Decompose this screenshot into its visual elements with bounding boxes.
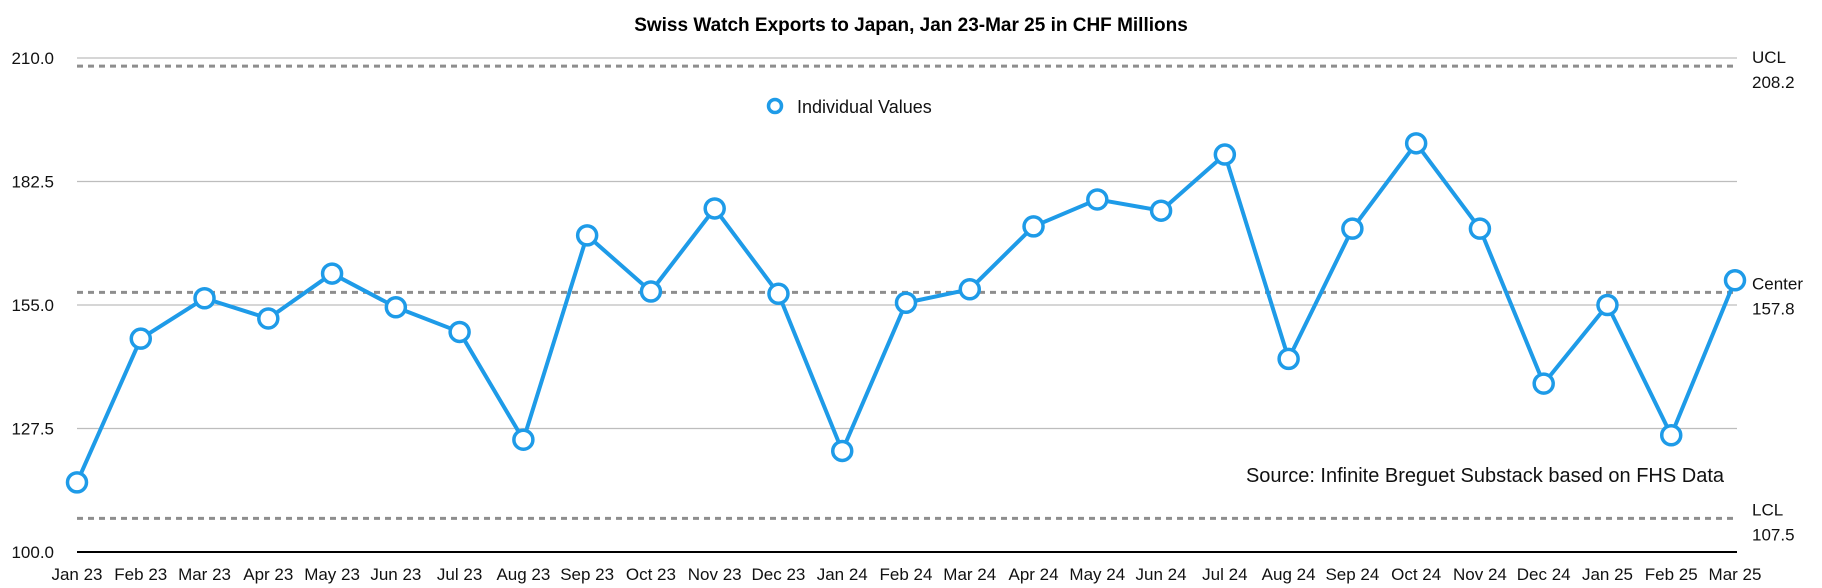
data-point [1404, 132, 1428, 155]
data-point [1341, 217, 1364, 240]
data-point [1022, 215, 1045, 238]
data-point [129, 327, 153, 350]
data-point [1468, 217, 1492, 240]
data-point [1659, 423, 1683, 447]
x-tick-label: Aug 23 [496, 565, 550, 584]
data-point [1277, 347, 1300, 371]
data-point [65, 471, 89, 494]
x-tick-label: Feb 24 [880, 565, 933, 584]
x-tick-label: Jan 25 [1582, 565, 1633, 584]
x-tick-label: Nov 23 [688, 565, 742, 584]
data-point [193, 287, 216, 310]
data-point [320, 262, 344, 285]
x-tick-label: May 24 [1069, 565, 1125, 584]
data-point [384, 295, 408, 319]
legend-label: Individual Values [797, 97, 932, 117]
x-tick-label: Jun 24 [1136, 565, 1187, 584]
x-tick-label: Sep 23 [560, 565, 614, 584]
x-tick-label: Jun 23 [370, 565, 421, 584]
data-point [1213, 143, 1237, 166]
x-tick-label: Mar 23 [178, 565, 231, 584]
data-point [512, 428, 535, 451]
data-point [1596, 293, 1619, 317]
control-line-value: 107.5 [1752, 525, 1795, 544]
data-point [1723, 269, 1747, 292]
data-point [1149, 199, 1173, 222]
y-tick-label: 210.0 [11, 49, 54, 68]
legend: Individual Values [766, 97, 932, 117]
control-line-value: 157.8 [1752, 299, 1795, 318]
data-point [448, 320, 471, 344]
x-tick-label: Feb 23 [114, 565, 167, 584]
x-tick-label: Oct 24 [1391, 565, 1441, 584]
control-line-label: Center [1752, 274, 1803, 293]
x-tick-label: Feb 25 [1645, 565, 1698, 584]
x-tick-label: Jan 23 [51, 565, 102, 584]
y-axis: 100.0 127.5 155.0 182.5 210.0 [11, 49, 54, 562]
source-annotation: Source: Infinite Breguet Substack based … [1246, 465, 1725, 487]
data-point [639, 280, 663, 303]
y-tick-label: 100.0 [11, 543, 54, 562]
legend-marker-icon [766, 97, 784, 115]
data-point [1532, 372, 1555, 395]
x-tick-label: Aug 24 [1262, 565, 1316, 584]
control-line-label: LCL [1752, 500, 1783, 519]
x-tick-label: Jul 24 [1202, 565, 1247, 584]
control-line-label: UCL [1752, 48, 1786, 67]
x-tick-label: Nov 24 [1453, 565, 1507, 584]
y-tick-label: 127.5 [11, 420, 54, 439]
data-point [767, 282, 790, 306]
x-tick-label: Apr 23 [243, 565, 293, 584]
gridlines [77, 57, 1737, 430]
data-point [1086, 188, 1109, 211]
control-line-value: 208.2 [1752, 73, 1795, 92]
x-tick-label: May 23 [304, 565, 360, 584]
x-tick-label: Dec 24 [1517, 565, 1571, 584]
data-point [575, 224, 599, 247]
x-tick-label: Apr 24 [1008, 565, 1058, 584]
data-point [257, 307, 280, 330]
series-group [65, 132, 1747, 494]
x-tick-label: Jan 24 [817, 565, 868, 584]
y-tick-label: 182.5 [11, 173, 54, 192]
x-tick-label: Mar 24 [943, 565, 996, 584]
data-point [958, 278, 982, 301]
y-tick-label: 155.0 [11, 296, 54, 315]
x-tick-label: Sep 24 [1325, 565, 1379, 584]
data-point [703, 197, 726, 220]
x-axis: Jan 23 Feb 23 Mar 23 Apr 23 May 23 Jun 23 Jul … [51, 551, 1762, 584]
x-tick-label: Jul 23 [437, 565, 482, 584]
data-point [894, 291, 918, 315]
x-tick-label: Mar 25 [1709, 565, 1762, 584]
chart-title: Swiss Watch Exports to Japan, Jan 23-Mar… [634, 15, 1188, 36]
x-tick-label: Dec 23 [752, 565, 806, 584]
data-point [830, 439, 854, 463]
x-tick-label: Oct 23 [626, 565, 676, 584]
